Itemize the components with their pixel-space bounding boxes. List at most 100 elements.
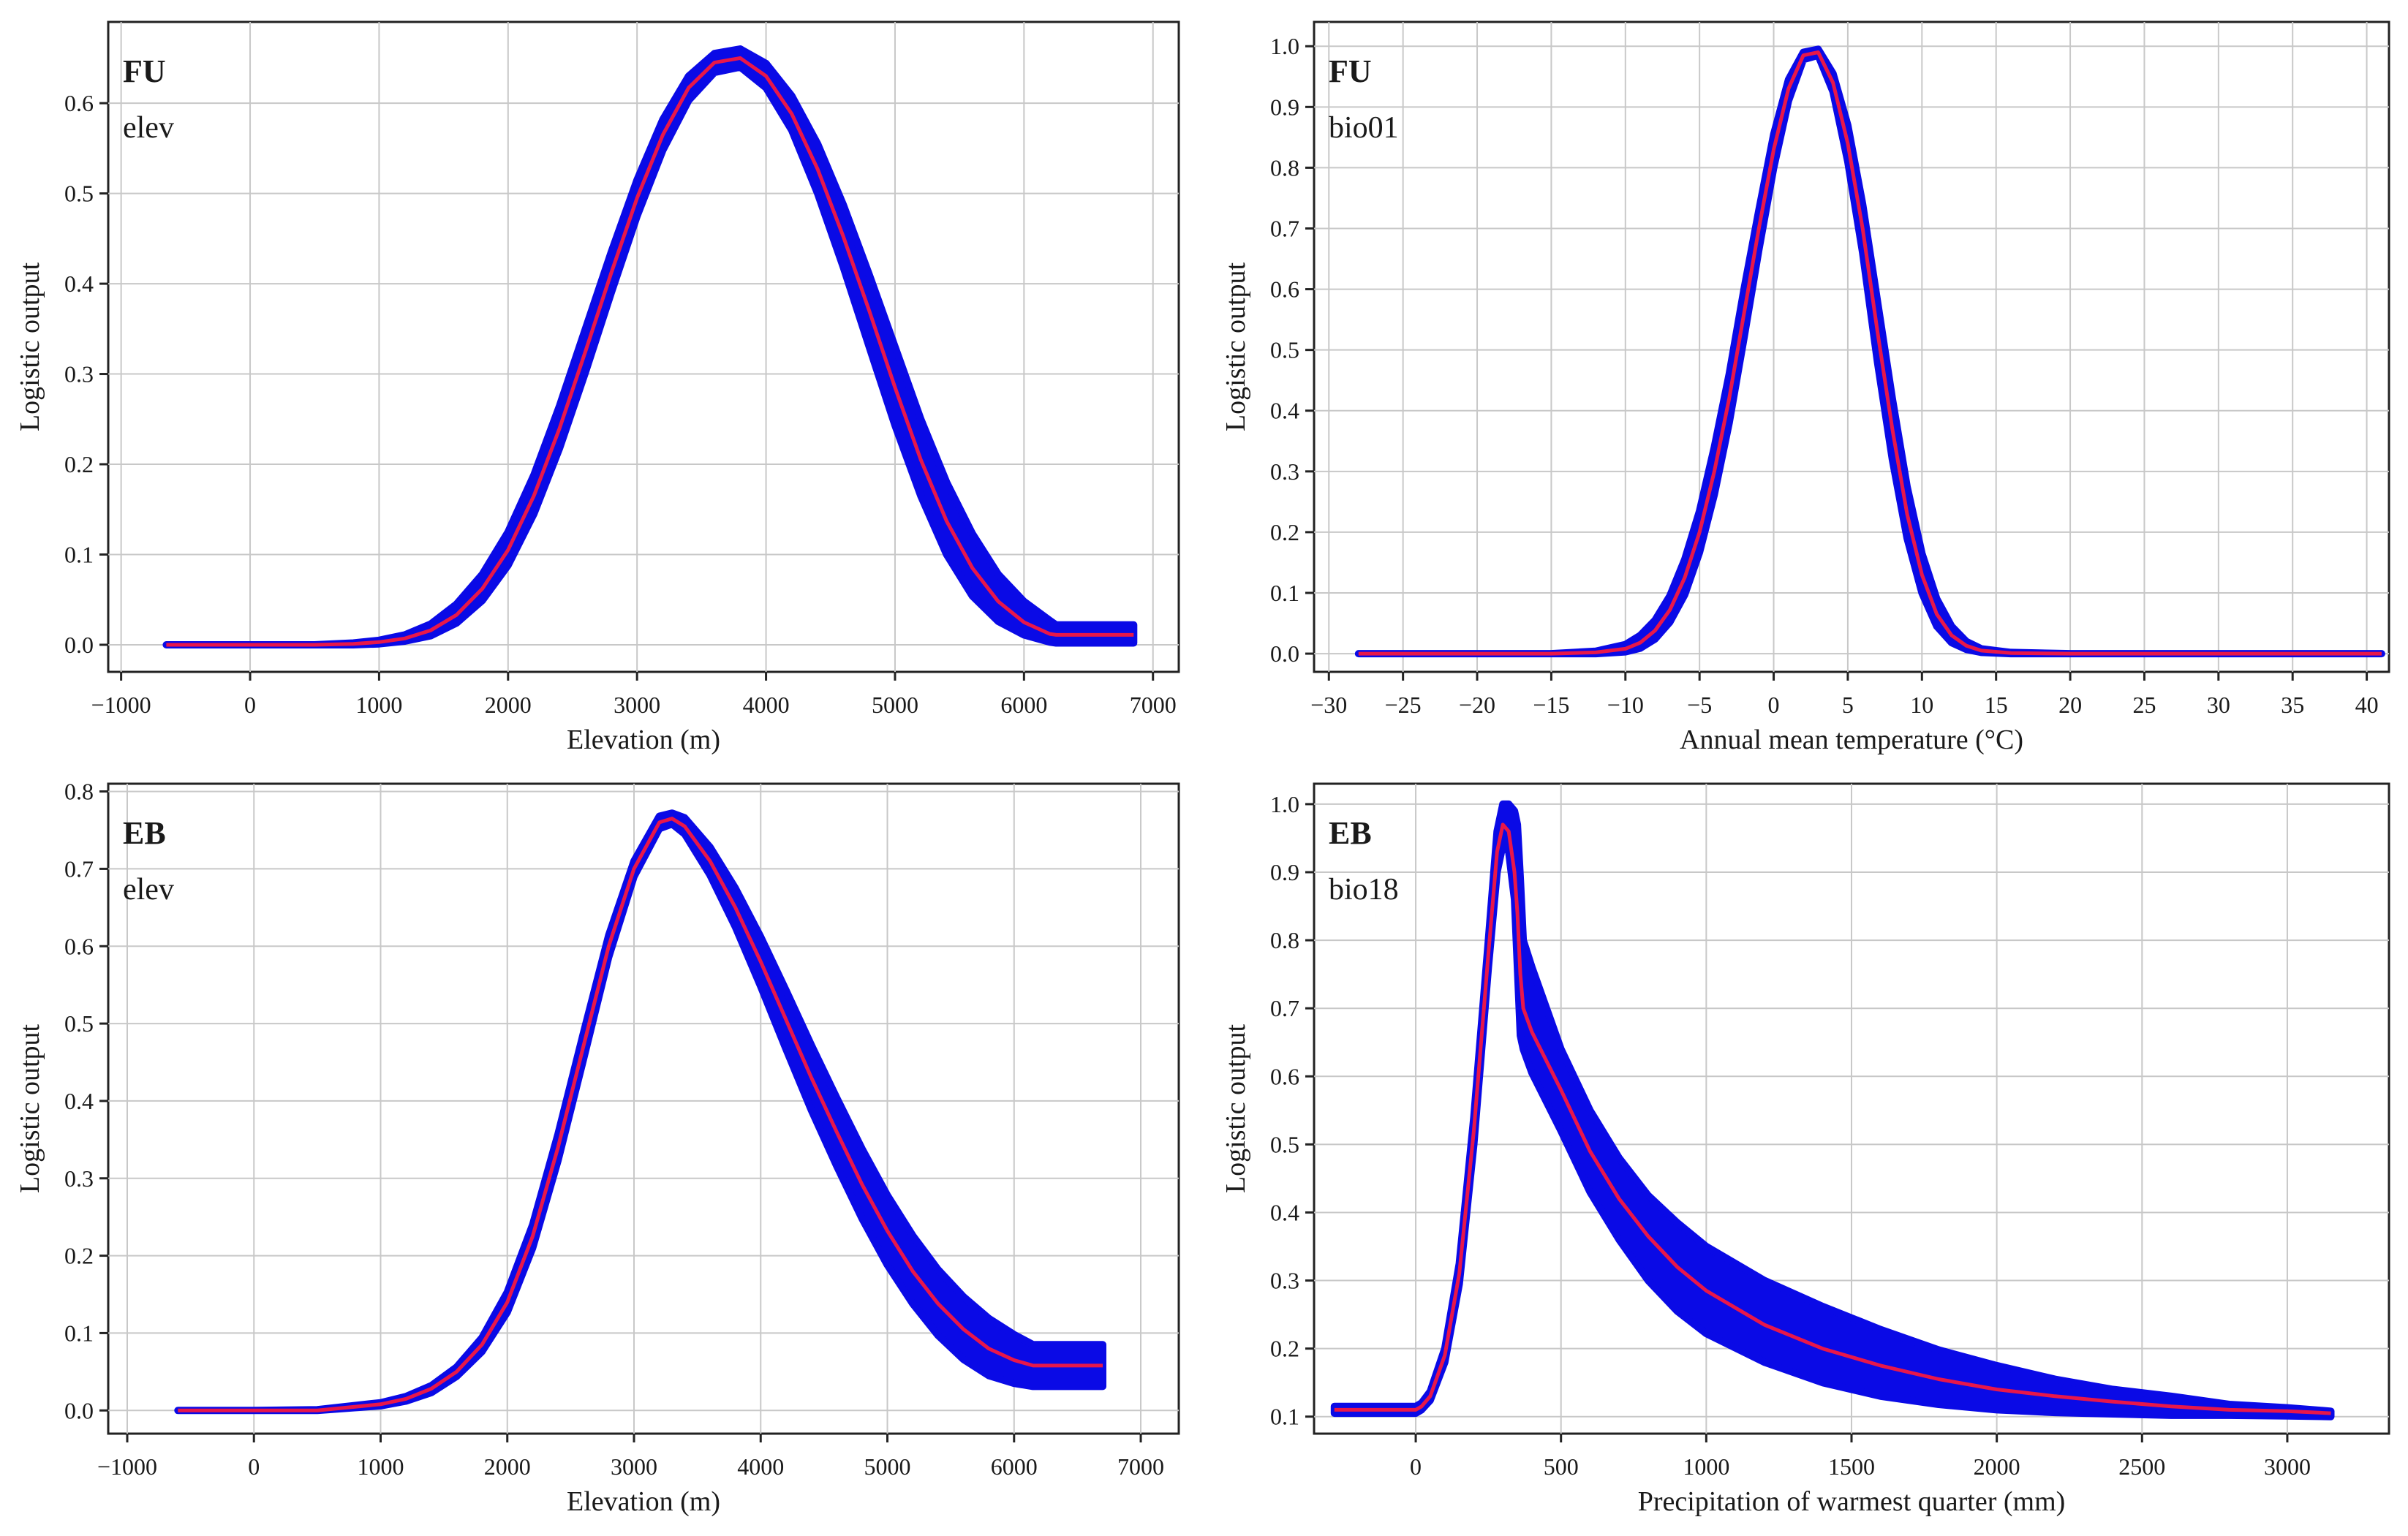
x-axis-title: Elevation (m) bbox=[567, 1486, 720, 1517]
y-tick-label: 0.1 bbox=[1270, 1404, 1299, 1430]
y-tick-label: 0.0 bbox=[64, 632, 94, 658]
x-tick-label: −20 bbox=[1459, 692, 1495, 718]
panel-label: FU bbox=[1329, 53, 1372, 89]
y-tick-label: 0.7 bbox=[1270, 215, 1299, 241]
y-tick-label: 0.2 bbox=[1270, 519, 1299, 545]
y-tick-label: 1.0 bbox=[1270, 33, 1299, 59]
y-axis-title: Logistic output bbox=[1220, 1024, 1251, 1193]
y-tick-label: 0.0 bbox=[64, 1397, 94, 1423]
plot-area-frame bbox=[107, 20, 1180, 673]
x-tick-label: −15 bbox=[1533, 692, 1569, 718]
x-tick-label: 3000 bbox=[2264, 1453, 2311, 1480]
x-tick-label: 2500 bbox=[2118, 1453, 2165, 1480]
y-tick-label: 0.2 bbox=[64, 451, 94, 477]
mean-response-line bbox=[178, 817, 1103, 1412]
y-axis-title: Logistic output bbox=[1220, 262, 1251, 431]
x-tick-label: 5000 bbox=[872, 692, 918, 718]
confidence-band bbox=[174, 809, 1106, 1415]
variable-label: elev bbox=[123, 111, 174, 145]
x-tick-label: 5 bbox=[1842, 692, 1854, 718]
x-tick-label: 15 bbox=[1985, 692, 2008, 718]
variable-label: elev bbox=[123, 873, 174, 907]
y-tick-label: 0.4 bbox=[64, 270, 94, 297]
y-tick-label: 0.5 bbox=[1270, 337, 1299, 363]
y-tick-label: 0.2 bbox=[64, 1243, 94, 1269]
y-tick-label: 0.1 bbox=[1270, 580, 1299, 606]
y-tick-label: 0.3 bbox=[1270, 458, 1299, 485]
y-tick-label: 0.1 bbox=[64, 541, 94, 567]
panel-fu-bio01: −30 −25 −20 −15 −10 −5 0 5 10 15 20 25 30 35 40 0.0 0.1 0… bbox=[1220, 20, 2390, 755]
x-tick-label: −10 bbox=[1607, 692, 1644, 718]
x-tick-label: 6000 bbox=[1000, 692, 1047, 718]
x-tick-label: 0 bbox=[244, 692, 256, 718]
plot-area-frame bbox=[107, 782, 1180, 1435]
x-tick-label: −5 bbox=[1687, 692, 1712, 718]
y-tick-label: 0.6 bbox=[1270, 276, 1299, 303]
x-tick-label: 7000 bbox=[1117, 1453, 1164, 1480]
x-tick-label: 0 bbox=[248, 1453, 260, 1480]
y-tick-label: 0.4 bbox=[64, 1088, 94, 1114]
x-tick-label: 6000 bbox=[991, 1453, 1038, 1480]
y-tick-label: 0.3 bbox=[64, 1165, 94, 1192]
y-tick-label: 1.0 bbox=[1270, 791, 1299, 817]
y-tick-label: 0.1 bbox=[64, 1320, 94, 1346]
y-tick-label: 0.5 bbox=[64, 1010, 94, 1037]
x-tick-label: 35 bbox=[2281, 692, 2304, 718]
y-tick-label: 0.3 bbox=[64, 361, 94, 387]
y-tick-label: 0.7 bbox=[1270, 995, 1299, 1021]
y-tick-label: 0.4 bbox=[1270, 398, 1299, 424]
x-tick-label: 25 bbox=[2132, 692, 2156, 718]
x-tick-label: 1000 bbox=[1683, 1453, 1729, 1480]
x-tick-label: 20 bbox=[2058, 692, 2082, 718]
x-tick-label: 2000 bbox=[484, 1453, 531, 1480]
mean-response-line bbox=[1334, 822, 2331, 1415]
x-tick-label: −1000 bbox=[97, 1453, 157, 1480]
x-tick-label: 3000 bbox=[614, 692, 660, 718]
y-axis-title: Logistic output bbox=[15, 1024, 45, 1193]
x-tick-label: 0 bbox=[1768, 692, 1780, 718]
mean-response-line bbox=[166, 56, 1134, 647]
y-tick-label: 0.9 bbox=[1270, 94, 1299, 120]
confidence-band bbox=[1330, 800, 2335, 1420]
y-tick-label: 0.0 bbox=[1270, 640, 1299, 667]
y-tick-label: 0.8 bbox=[1270, 927, 1299, 953]
y-tick-label: 0.6 bbox=[64, 933, 94, 959]
x-tick-label: 500 bbox=[1544, 1453, 1579, 1480]
panel-label: EB bbox=[1329, 815, 1372, 851]
y-tick-label: 0.5 bbox=[64, 181, 94, 207]
y-tick-label: 0.8 bbox=[1270, 154, 1299, 181]
variable-label: bio01 bbox=[1329, 111, 1399, 145]
y-tick-label: 0.9 bbox=[1270, 859, 1299, 885]
x-tick-label: 1000 bbox=[357, 1453, 404, 1480]
panel-label: FU bbox=[123, 53, 166, 89]
variable-label: bio18 bbox=[1329, 873, 1399, 907]
mean-response-line bbox=[1358, 50, 2382, 656]
x-tick-label: −30 bbox=[1310, 692, 1347, 718]
y-tick-label: 0.5 bbox=[1270, 1131, 1299, 1157]
x-tick-label: 30 bbox=[2207, 692, 2230, 718]
x-axis-title: Elevation (m) bbox=[567, 725, 720, 755]
y-axis-title: Logistic output bbox=[15, 262, 45, 431]
x-tick-label: 2000 bbox=[1974, 1453, 2020, 1480]
y-tick-label: 0.4 bbox=[1270, 1199, 1299, 1225]
panel-eb-bio18: 0 500 1000 1500 2000 2500 3000 0.1 0.2 0.3 0.4 0.5 0… bbox=[1220, 782, 2390, 1517]
x-tick-label: 1500 bbox=[1828, 1453, 1875, 1480]
x-tick-label: 10 bbox=[1910, 692, 1933, 718]
x-tick-label: 5000 bbox=[864, 1453, 911, 1480]
x-tick-label: 3000 bbox=[611, 1453, 657, 1480]
x-axis-title: Annual mean temperature (°C) bbox=[1680, 725, 2023, 755]
y-tick-label: 0.3 bbox=[1270, 1268, 1299, 1294]
plot-area-frame bbox=[1313, 20, 2390, 673]
panel-fu-elev: −1000 0 1000 2000 3000 4000 5000 6000 7000 0.0 0.1… bbox=[15, 20, 1180, 755]
panel-eb-elev: −1000 0 1000 2000 3000 4000 5000 6000 7000 0.0 0.1… bbox=[15, 779, 1180, 1517]
y-tick-label: 0.7 bbox=[64, 855, 94, 882]
x-axis-title: Precipitation of warmest quarter (mm) bbox=[1638, 1486, 2066, 1517]
x-tick-label: 40 bbox=[2355, 692, 2379, 718]
x-tick-label: 4000 bbox=[737, 1453, 784, 1480]
x-tick-label: −25 bbox=[1385, 692, 1422, 718]
confidence-band bbox=[1354, 45, 2385, 658]
x-tick-label: 1000 bbox=[355, 692, 402, 718]
x-tick-label: 4000 bbox=[743, 692, 790, 718]
y-tick-label: 0.2 bbox=[1270, 1336, 1299, 1362]
